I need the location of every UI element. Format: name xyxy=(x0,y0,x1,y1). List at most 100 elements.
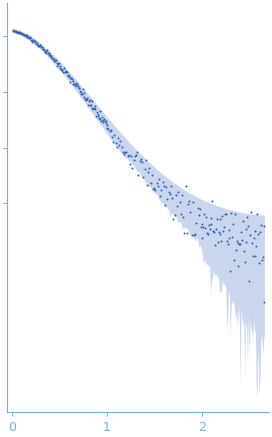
Point xyxy=(101,118,106,125)
Point xyxy=(210,198,215,205)
Point xyxy=(171,215,176,222)
Point xyxy=(39,44,44,51)
Point xyxy=(196,205,200,212)
Point xyxy=(205,229,209,236)
Point xyxy=(92,103,97,110)
Point xyxy=(233,210,237,217)
Point xyxy=(261,253,265,260)
Point xyxy=(230,233,234,240)
Point xyxy=(174,191,178,198)
Point xyxy=(41,45,45,52)
Point xyxy=(33,38,38,45)
Point xyxy=(46,49,50,56)
Point xyxy=(244,226,249,233)
Point xyxy=(144,156,148,163)
Point xyxy=(142,165,147,172)
Point xyxy=(12,28,16,35)
Point xyxy=(138,158,142,165)
Point xyxy=(76,83,80,90)
Point xyxy=(214,225,218,232)
Point xyxy=(92,104,96,111)
Point xyxy=(251,252,255,259)
Point xyxy=(249,209,253,216)
Point xyxy=(63,69,67,76)
Point xyxy=(124,149,129,156)
Point xyxy=(252,234,256,241)
Point xyxy=(56,61,60,68)
Point xyxy=(242,247,246,254)
Point xyxy=(198,206,202,213)
Point xyxy=(106,125,110,132)
Point xyxy=(71,81,76,88)
Point xyxy=(34,41,38,48)
Point xyxy=(20,31,24,38)
Point xyxy=(120,148,125,155)
Point xyxy=(36,42,41,49)
Point xyxy=(79,90,84,97)
Point xyxy=(27,33,32,40)
Point xyxy=(53,58,57,65)
Point xyxy=(95,110,100,117)
Point xyxy=(133,153,137,160)
Point xyxy=(26,33,30,40)
Point xyxy=(245,213,249,220)
Point xyxy=(197,212,201,219)
Point xyxy=(204,214,208,221)
Point xyxy=(199,224,203,231)
Point xyxy=(25,32,29,39)
Point xyxy=(131,157,136,164)
Point xyxy=(259,221,263,228)
Point xyxy=(73,82,77,89)
Point xyxy=(60,66,64,73)
Point xyxy=(90,105,95,112)
Point xyxy=(98,115,103,122)
Point xyxy=(194,219,199,226)
Point xyxy=(241,218,245,225)
Point xyxy=(109,126,113,133)
Point xyxy=(166,189,171,196)
Point xyxy=(21,32,26,39)
Point xyxy=(158,193,162,200)
Point xyxy=(50,54,54,61)
Point xyxy=(176,188,181,195)
Point xyxy=(40,43,44,50)
Point xyxy=(52,56,57,63)
Point xyxy=(154,179,159,186)
Point xyxy=(257,259,261,266)
Point xyxy=(255,211,259,218)
Point xyxy=(178,211,183,218)
Point xyxy=(82,94,86,101)
Point xyxy=(254,242,259,249)
Point xyxy=(23,32,27,39)
Point xyxy=(17,29,21,36)
Point xyxy=(215,215,219,222)
Point xyxy=(169,183,173,190)
Point xyxy=(165,196,170,203)
Point xyxy=(98,107,102,114)
Point xyxy=(234,246,238,253)
Point xyxy=(118,137,123,144)
Point xyxy=(192,231,196,238)
Point xyxy=(218,230,222,237)
Point xyxy=(58,64,62,71)
Point xyxy=(88,97,92,104)
Point xyxy=(225,237,229,244)
Point xyxy=(122,150,126,157)
Point xyxy=(163,201,167,208)
Point xyxy=(224,211,228,218)
Point xyxy=(221,228,225,235)
Point xyxy=(15,28,19,35)
Point xyxy=(51,55,55,62)
Point xyxy=(223,210,227,217)
Point xyxy=(38,42,43,49)
Point xyxy=(86,97,91,104)
Point xyxy=(146,169,150,176)
Point xyxy=(115,144,119,151)
Point xyxy=(123,148,127,155)
Point xyxy=(185,230,189,237)
Point xyxy=(232,256,236,263)
Point xyxy=(116,135,120,142)
Point xyxy=(81,86,85,93)
Point xyxy=(65,68,69,75)
Point xyxy=(261,299,266,306)
